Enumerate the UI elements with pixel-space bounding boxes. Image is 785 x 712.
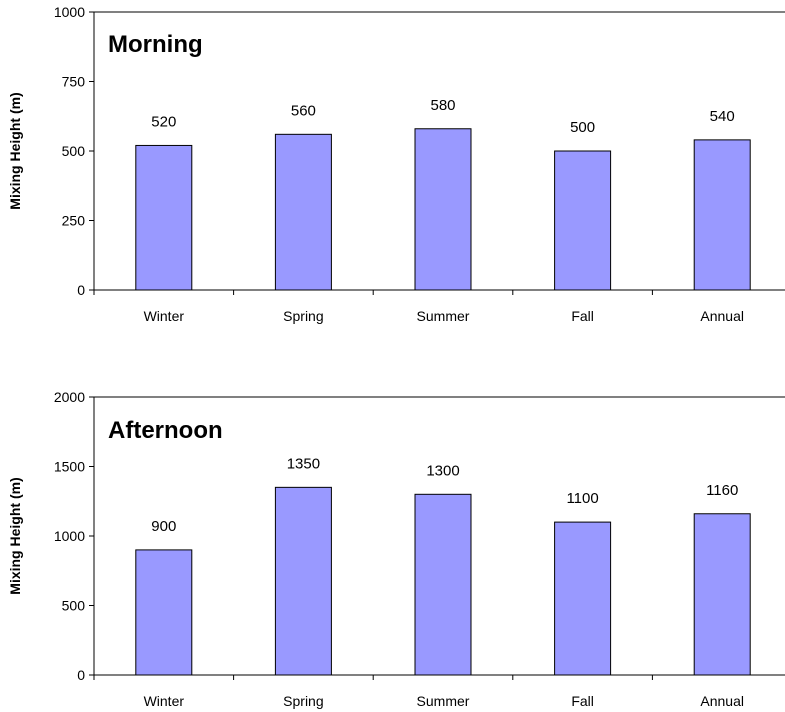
bar-morning-annual [693, 139, 751, 291]
bar-morning-winter [135, 144, 193, 291]
x-tick-label-spring: Spring [283, 308, 323, 324]
data-label-morning-summer: 580 [430, 97, 455, 114]
chart-title-afternoon: Afternoon [108, 417, 223, 444]
x-tick-label-summer: Summer [417, 693, 470, 709]
data-label-afternoon-winter: 900 [151, 518, 176, 535]
bar-morning-spring [274, 133, 332, 291]
data-label-morning-winter: 520 [151, 113, 176, 130]
x-tick-label-annual: Annual [700, 308, 744, 324]
y-axis-label-morning: Mixing Height (m) [7, 92, 23, 209]
x-tick-label-fall: Fall [571, 693, 594, 709]
data-label-afternoon-summer: 1300 [426, 462, 459, 479]
data-label-afternoon-annual: 1160 [706, 482, 738, 499]
x-tick-label-winter: Winter [144, 308, 185, 324]
afternoon-chart: Afternoon Mixing Height (m) 0 500 1000 1500… [7, 389, 785, 709]
y-tick-label-afternoon: 500 [62, 598, 86, 614]
bar-afternoon-fall [554, 521, 612, 676]
y-tick-label-afternoon: 1000 [54, 528, 85, 544]
y-tick-label-afternoon: 1500 [54, 459, 85, 475]
x-tick-label-winter: Winter [144, 693, 185, 709]
x-tick-label-annual: Annual [700, 693, 744, 709]
y-tick-label-morning: 1000 [54, 4, 85, 20]
y-tick-label-morning: 0 [77, 282, 85, 298]
y-tick-label-morning: 500 [62, 143, 86, 159]
bar-afternoon-winter [135, 549, 193, 676]
data-label-morning-annual: 540 [710, 108, 735, 125]
y-tick-label-afternoon: 0 [77, 667, 85, 683]
bar-morning-fall [554, 150, 612, 291]
y-tick-label-morning: 750 [62, 74, 86, 90]
data-label-morning-fall: 500 [570, 119, 595, 136]
y-tick-label-morning: 250 [62, 213, 86, 229]
bar-morning-summer [414, 128, 472, 291]
bar-afternoon-spring [274, 486, 332, 676]
bar-afternoon-summer [414, 493, 472, 676]
y-tick-label-afternoon: 2000 [54, 389, 85, 405]
y-axis-label-afternoon: Mixing Height (m) [7, 477, 23, 594]
chart-title-morning: Morning [108, 31, 203, 58]
data-label-morning-spring: 560 [291, 102, 316, 119]
data-label-afternoon-spring: 1350 [287, 455, 320, 472]
x-tick-label-fall: Fall [571, 308, 594, 324]
x-tick-label-summer: Summer [417, 308, 470, 324]
data-label-afternoon-fall: 1100 [566, 490, 598, 507]
morning-chart: Morning Mixing Height (m) 0 250 500 750 1000… [7, 4, 785, 324]
bar-afternoon-annual [693, 513, 751, 676]
x-tick-label-spring: Spring [283, 693, 323, 709]
